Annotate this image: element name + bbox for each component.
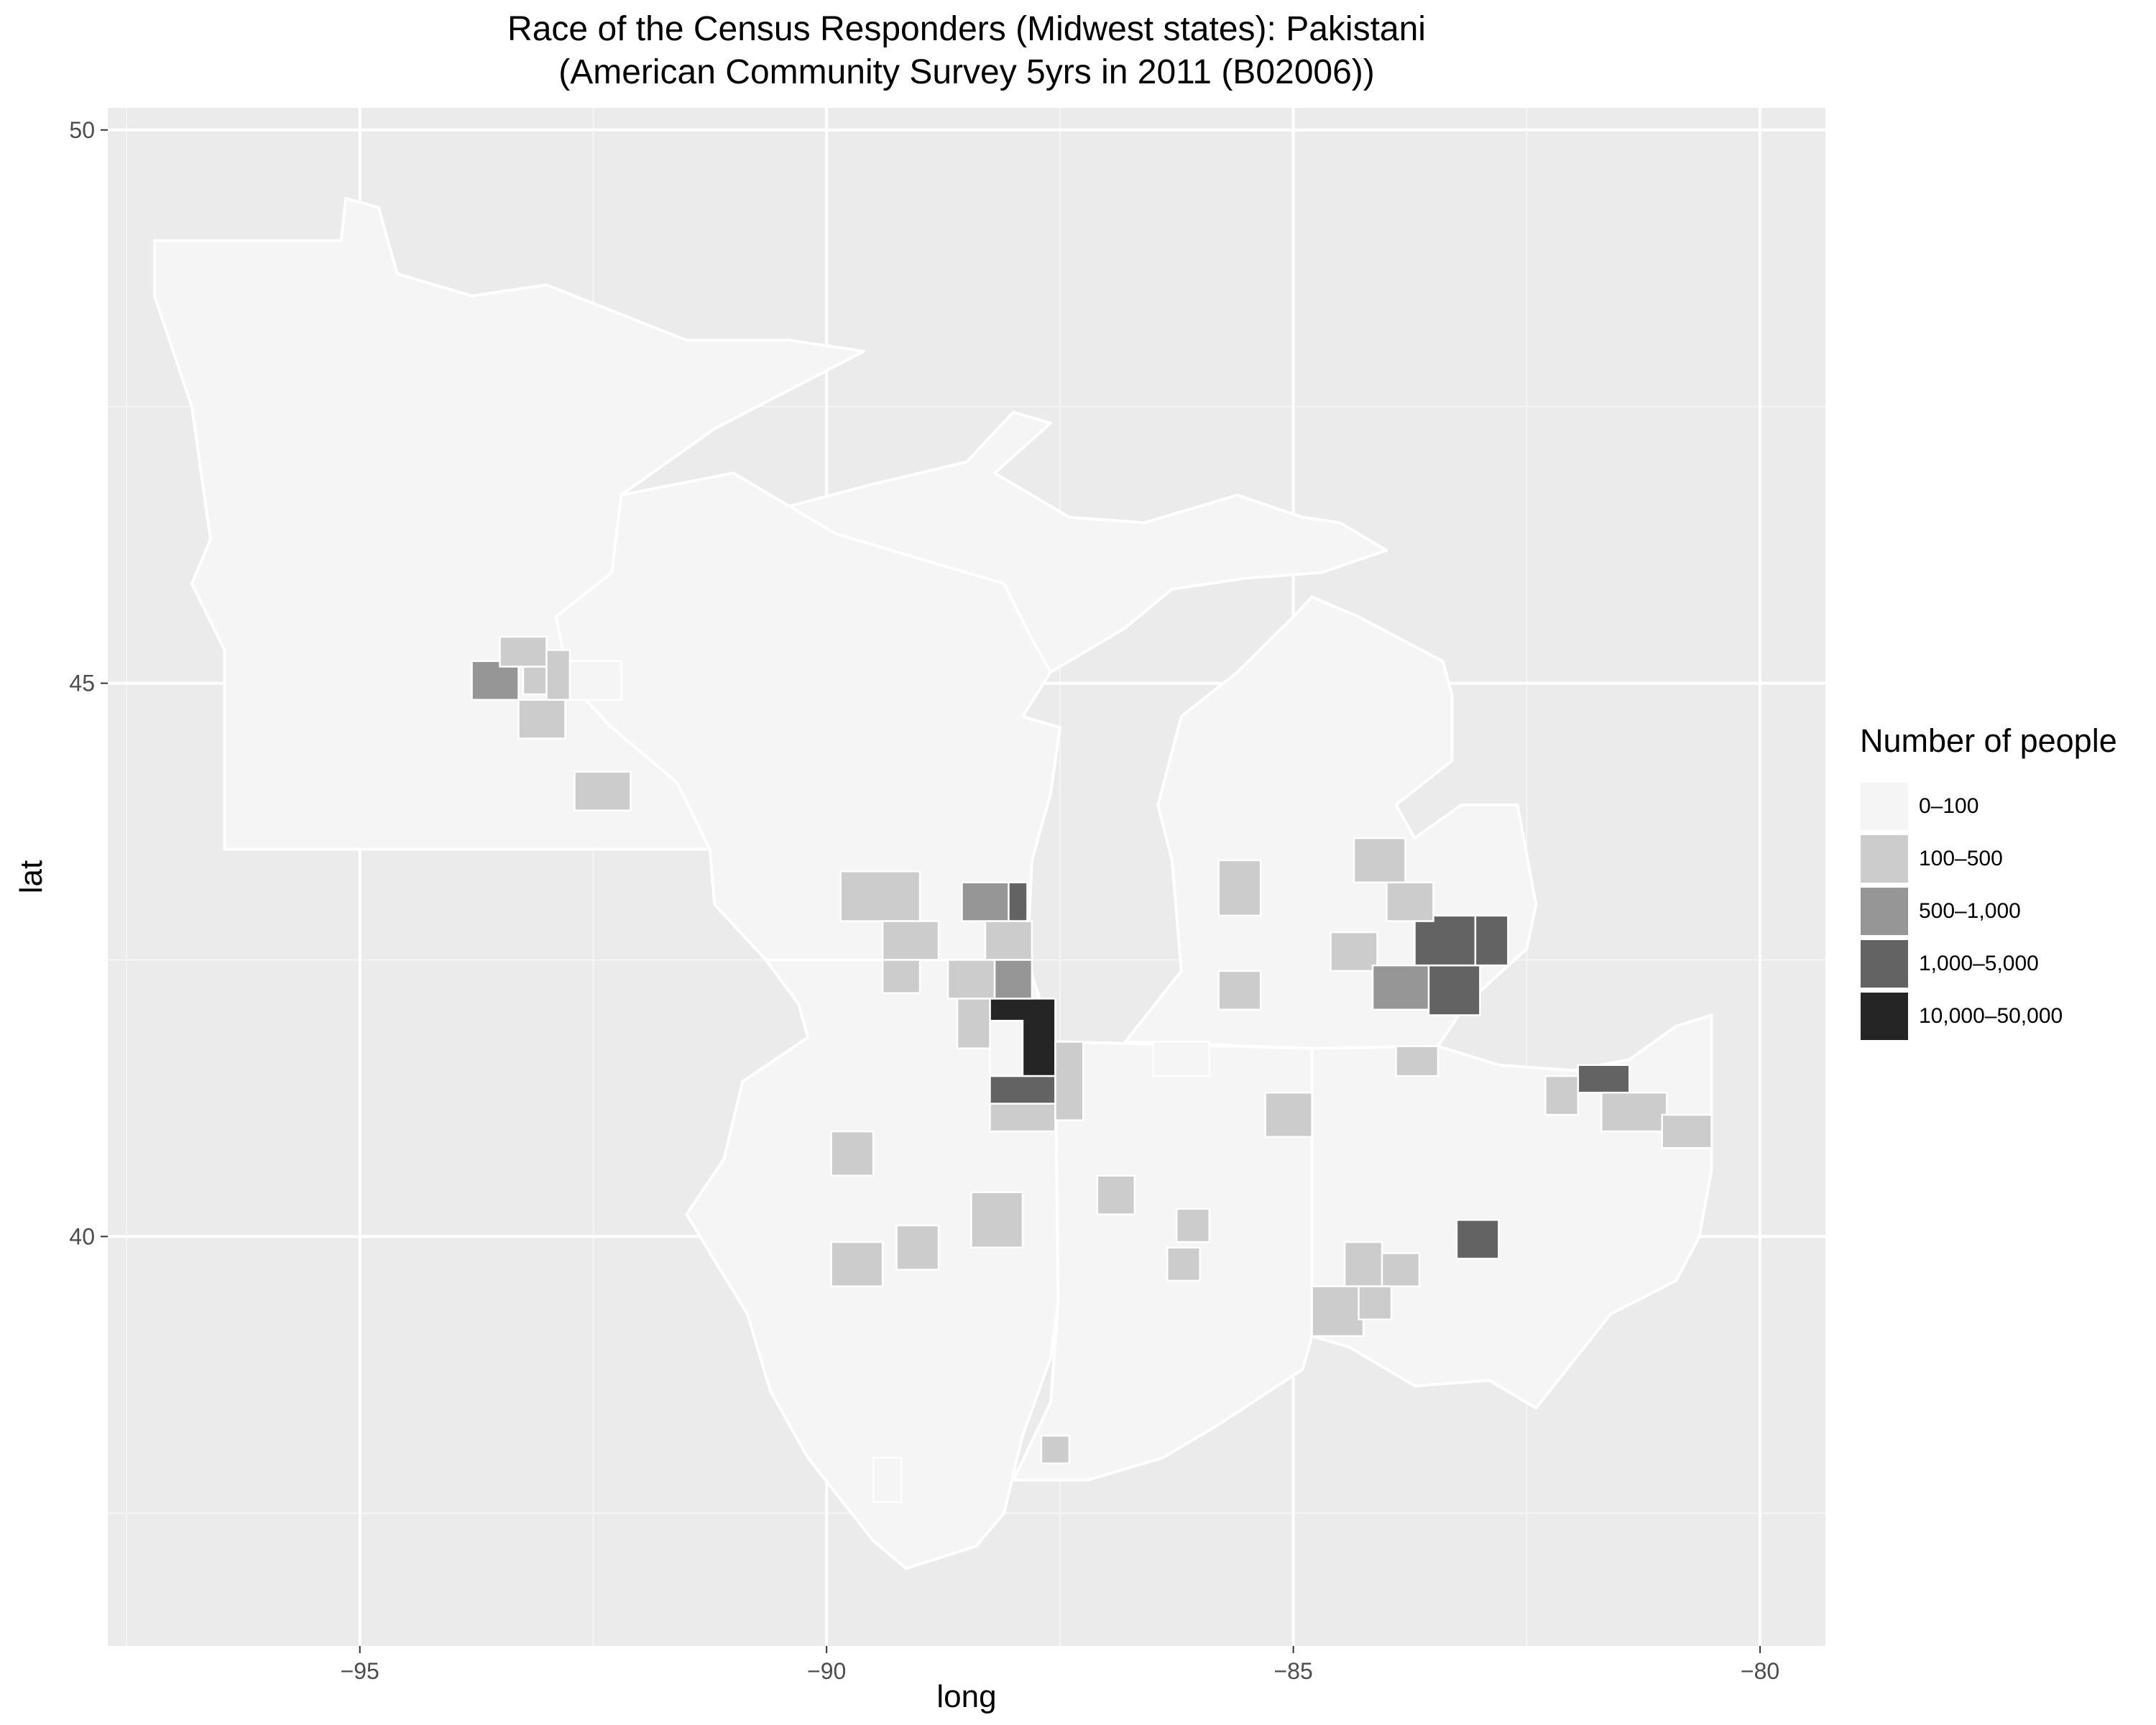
y-tick-label: 50 bbox=[69, 117, 95, 143]
county-region bbox=[1040, 1435, 1071, 1465]
legend-label: 0–100 bbox=[1919, 794, 1979, 818]
county-region bbox=[1600, 1091, 1668, 1133]
county-region bbox=[881, 959, 921, 994]
x-tick-label: −90 bbox=[807, 1658, 846, 1684]
chart-title: Race of the Census Responders (Midwest s… bbox=[507, 10, 1426, 48]
county-region bbox=[993, 959, 1033, 1000]
county-region bbox=[1264, 1091, 1313, 1138]
county-region bbox=[946, 959, 996, 1000]
county-region bbox=[839, 870, 921, 922]
county-region bbox=[1395, 1045, 1439, 1077]
legend-label: 500–1,000 bbox=[1919, 898, 2021, 923]
county-region bbox=[989, 1103, 1056, 1133]
county-region bbox=[1427, 964, 1481, 1016]
legend-label: 1,000–5,000 bbox=[1919, 951, 2039, 975]
y-tick-label: 40 bbox=[69, 1223, 95, 1249]
y-tick-label: 45 bbox=[69, 671, 95, 696]
legend: Number of people 0–100 100–500 500–1,000 1,… bbox=[1860, 722, 2147, 1042]
county-region bbox=[989, 1075, 1056, 1105]
county-region bbox=[1166, 1246, 1201, 1282]
county-region bbox=[881, 920, 940, 961]
county-region bbox=[895, 1224, 940, 1271]
county-region bbox=[1330, 931, 1378, 972]
county-region bbox=[568, 660, 622, 701]
county-region bbox=[984, 920, 1033, 961]
county-region bbox=[1217, 970, 1262, 1011]
legend-item: 0–100 bbox=[1860, 780, 2147, 832]
x-axis-label: long bbox=[936, 1679, 996, 1714]
county-region bbox=[1371, 964, 1434, 1011]
counties-layer bbox=[471, 635, 1713, 1504]
chart-subtitle: (American Community Survey 5yrs in 2011 … bbox=[558, 53, 1375, 91]
county-region bbox=[471, 660, 520, 701]
county-region bbox=[1455, 1219, 1500, 1260]
county-region bbox=[1054, 1041, 1084, 1121]
state-michigan-upper-peninsula bbox=[788, 410, 1388, 674]
x-tick-label: −85 bbox=[1273, 1658, 1312, 1684]
county-region bbox=[499, 635, 548, 668]
axes-layer: −95 −90 −85 −80 40 45 50 bbox=[69, 117, 1779, 1684]
county-region bbox=[961, 881, 1010, 922]
county-region bbox=[872, 1457, 903, 1504]
legend-label: 100–500 bbox=[1919, 846, 2003, 870]
county-region bbox=[1544, 1075, 1580, 1116]
county-region bbox=[545, 649, 571, 701]
legend-item: 10,000–50,000 bbox=[1860, 990, 2147, 1042]
county-region bbox=[1353, 837, 1406, 883]
county-region bbox=[1381, 1252, 1421, 1287]
legend-item: 100–500 bbox=[1860, 832, 2147, 885]
legend-swatch bbox=[1860, 834, 1909, 883]
county-region bbox=[1176, 1208, 1210, 1243]
legend-swatch bbox=[1860, 886, 1909, 936]
county-region bbox=[830, 1130, 875, 1177]
county-region bbox=[1474, 914, 1509, 967]
county-region bbox=[830, 1241, 884, 1287]
legend-items: 0–100 100–500 500–1,000 1,000–5,000 10,000–5… bbox=[1860, 780, 2147, 1042]
county-region bbox=[1311, 1285, 1365, 1338]
county-region bbox=[1414, 914, 1477, 967]
county-region bbox=[1152, 1041, 1210, 1077]
county-region bbox=[1096, 1174, 1136, 1215]
legend-swatch bbox=[1860, 991, 1909, 1041]
county-region bbox=[573, 770, 632, 811]
legend-item: 500–1,000 bbox=[1860, 885, 2147, 937]
county-region bbox=[1661, 1113, 1713, 1149]
county-region bbox=[1217, 859, 1262, 917]
legend-swatch bbox=[1860, 781, 1909, 831]
county-region bbox=[989, 1019, 1024, 1077]
county-region bbox=[522, 666, 548, 696]
legend-swatch bbox=[1860, 939, 1909, 988]
county-region bbox=[970, 1191, 1024, 1249]
x-tick-label: −80 bbox=[1741, 1658, 1779, 1684]
county-region bbox=[1577, 1064, 1631, 1094]
county-region bbox=[1343, 1241, 1383, 1287]
legend-title: Number of people bbox=[1860, 722, 2117, 759]
county-region bbox=[1358, 1285, 1393, 1321]
legend-item: 1,000–5,000 bbox=[1860, 937, 2147, 990]
county-region bbox=[517, 699, 566, 740]
x-tick-label: −95 bbox=[341, 1658, 379, 1684]
y-axis-label: lat bbox=[14, 860, 49, 893]
county-region bbox=[1386, 881, 1434, 922]
county-region bbox=[956, 998, 991, 1049]
legend-label: 10,000–50,000 bbox=[1919, 1003, 2063, 1028]
